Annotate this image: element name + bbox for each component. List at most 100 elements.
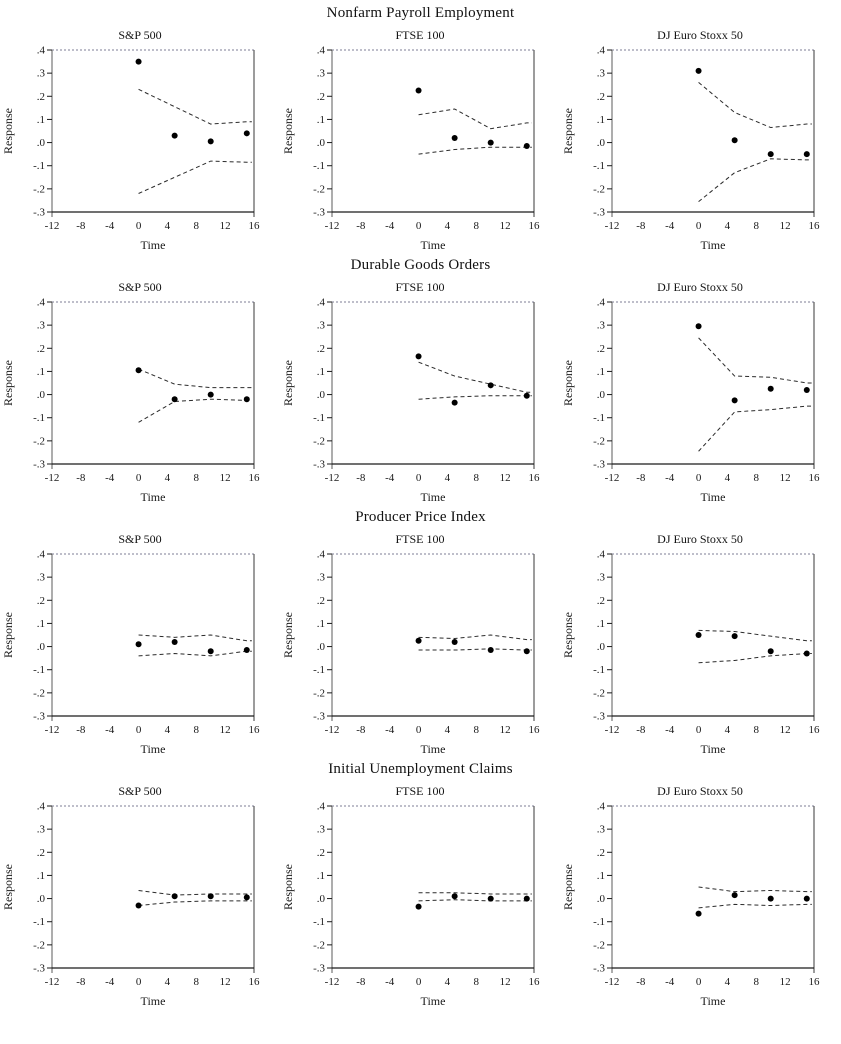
y-tick-label: -.1 <box>313 160 325 172</box>
y-tick-label: -.2 <box>33 435 45 447</box>
response-point <box>695 632 702 638</box>
y-tick-label: .0 <box>37 641 46 653</box>
response-point <box>803 895 810 902</box>
chart-ppi-ftse100: FTSE 100 .4 .3 .2 .1 .0 -.1 -.2 -.3 -12 -8 -4 0 4 8 12… <box>280 530 560 756</box>
x-axis-title: Time <box>421 994 446 1008</box>
y-tick-label: .2 <box>317 847 325 859</box>
response-point <box>207 391 214 398</box>
x-tick-label: -8 <box>356 976 366 988</box>
response-point <box>243 647 250 654</box>
x-tick-label: 16 <box>529 976 541 988</box>
response-point <box>207 893 214 900</box>
x-tick-label: -8 <box>356 220 366 232</box>
y-axis-title: Response <box>561 612 575 658</box>
x-tick-label: 16 <box>249 220 261 232</box>
x-tick-label: -12 <box>325 220 340 232</box>
x-axis-title: Time <box>701 490 726 504</box>
chart-durable-ftse100: FTSE 100 .4 .3 .2 .1 .0 -.1 -.2 -.3 -12 -8 -4 0 4 8 12… <box>280 278 560 504</box>
chart-ppi-sp500: S&P 500 .4 .3 .2 .1 .0 -.1 -.2 -.3 -12 -8 -4 0 4 8 12 1… <box>0 530 280 756</box>
x-tick-label: 0 <box>696 220 702 232</box>
response-point <box>415 637 422 644</box>
x-tick-label: 8 <box>194 220 200 232</box>
x-tick-label: 16 <box>809 976 821 988</box>
y-tick-label: -.2 <box>593 687 605 699</box>
y-tick-label: .1 <box>37 366 45 378</box>
y-tick-label: .1 <box>597 870 605 882</box>
impulse-response-chart: .4 .3 .2 .1 .0 -.1 -.2 -.3-12 -8 -4 0 4 8 12 16 Respons… <box>281 550 540 756</box>
y-tick-label: -.3 <box>313 207 325 219</box>
x-tick-label: 16 <box>809 472 821 484</box>
chart-claims-eurostoxx: DJ Euro Stoxx 50 .4 .3 .2 .1 .0 -.1 -.2 -.3 -12 -… <box>560 782 841 1008</box>
impulse-response-chart: .4 .3 .2 .1 .0 -.1 -.2 -.3-12 -8 -4 0 4 8 12 16 Respons… <box>561 802 821 1008</box>
y-tick-label: -.1 <box>593 916 605 928</box>
y-tick-label: .0 <box>37 389 46 401</box>
chart-nonfarm-ftse100: FTSE 100 .4 .3 .2 .1 .0 -.1 -.2 -.3 -12 -8 -4 0 4 8 12… <box>280 26 560 252</box>
response-point <box>487 647 494 654</box>
lower-confidence-band <box>698 903 812 909</box>
y-axis-title: Response <box>561 360 575 406</box>
x-tick-label: -8 <box>636 976 646 988</box>
x-tick-label: -4 <box>385 220 395 232</box>
y-tick-label: -.2 <box>313 183 325 195</box>
y-tick-label: .4 <box>37 802 46 813</box>
upper-confidence-band <box>698 886 812 893</box>
impulse-response-chart: .4 .3 .2 .1 .0 -.1 -.2 -.3-12 -8 -4 0 4 8 12 16 Respons… <box>281 46 540 252</box>
x-tick-label: 0 <box>136 220 142 232</box>
response-point <box>451 399 458 406</box>
lower-confidence-band <box>138 900 252 907</box>
y-tick-label: -.2 <box>313 687 325 699</box>
x-tick-label: 4 <box>445 220 451 232</box>
y-tick-label: .1 <box>597 618 605 630</box>
subplot-title: S&P 500 <box>118 784 162 798</box>
y-tick-label: -.3 <box>593 963 605 975</box>
y-tick-label: .4 <box>317 46 326 57</box>
response-point <box>803 386 810 393</box>
lower-confidence-band <box>698 405 812 452</box>
response-point <box>731 397 738 404</box>
x-tick-label: 12 <box>780 472 791 484</box>
subplot-title: FTSE 100 <box>395 28 445 42</box>
response-point <box>171 132 178 139</box>
y-tick-label: -.1 <box>593 664 605 676</box>
x-tick-label: 12 <box>780 220 791 232</box>
y-tick-label: .3 <box>317 68 326 80</box>
x-tick-label: -12 <box>45 724 60 736</box>
y-tick-label: .3 <box>317 824 326 836</box>
y-tick-label: .3 <box>37 824 46 836</box>
subplot-title: S&P 500 <box>118 28 162 42</box>
impulse-response-chart: .4 .3 .2 .1 .0 -.1 -.2 -.3-12 -8 -4 0 4 8 12 16 Respons… <box>1 802 260 1008</box>
y-tick-label: .0 <box>597 137 606 149</box>
x-tick-label: 12 <box>500 724 511 736</box>
y-tick-label: -.3 <box>593 207 605 219</box>
y-tick-label: -.3 <box>593 459 605 471</box>
response-point <box>695 323 702 330</box>
y-axis-title: Response <box>281 612 295 658</box>
x-tick-label: 4 <box>725 220 731 232</box>
y-tick-label: -.3 <box>593 711 605 723</box>
y-tick-label: .4 <box>317 298 326 309</box>
y-tick-label: -.3 <box>313 459 325 471</box>
chart-durable-eurostoxx: DJ Euro Stoxx 50 .4 .3 .2 .1 .0 -.1 -.2 -.3 -12 -… <box>560 278 841 504</box>
y-tick-label: -.2 <box>33 183 45 195</box>
y-tick-label: -.1 <box>33 160 45 172</box>
response-point <box>523 648 530 655</box>
row-title: Producer Price Index <box>355 509 486 525</box>
y-tick-label: .3 <box>597 320 606 332</box>
x-tick-label: 8 <box>474 220 480 232</box>
impulse-response-chart: .4 .3 .2 .1 .0 -.1 -.2 -.3-12 -8 -4 0 4 8 12 16 Respons… <box>561 550 820 756</box>
upper-confidence-band <box>698 629 812 642</box>
response-point <box>171 638 178 645</box>
lower-confidence-band <box>418 899 532 902</box>
y-tick-label: -.3 <box>33 459 45 471</box>
y-tick-label: .0 <box>597 641 606 653</box>
y-tick-label: .2 <box>317 91 325 103</box>
y-tick-label: .1 <box>317 114 325 126</box>
response-point <box>451 134 458 141</box>
y-tick-label: .3 <box>317 320 326 332</box>
y-tick-label: -.1 <box>33 664 45 676</box>
y-tick-label: .2 <box>597 847 605 859</box>
y-tick-label: .4 <box>37 46 46 57</box>
x-tick-label: 12 <box>220 220 231 232</box>
x-tick-label: 4 <box>725 976 731 988</box>
